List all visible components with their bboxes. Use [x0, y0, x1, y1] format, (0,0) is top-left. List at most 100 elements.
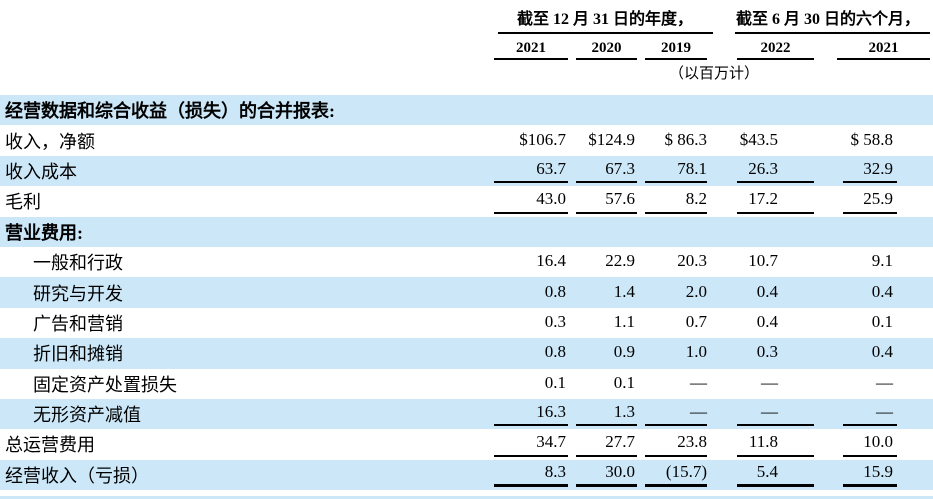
year-column-rule [737, 58, 814, 60]
cell-value: 20.3 [677, 251, 707, 271]
cell-value: (15.7) [645, 461, 707, 488]
cell-value: 8.3 [494, 461, 568, 488]
table-row: 一般和行政 16.4 22.9 20.3 10.7 9.1 [0, 247, 933, 277]
table-row: 研究与开发 0.8 1.4 2.0 0.4 0.4 [0, 277, 933, 308]
financial-table: 经营数据和综合收益（损失）的合并报表: 收入，净额 $106.7 $124.9 $ 86… [0, 95, 933, 491]
cell-value: 0.4 [871, 281, 893, 301]
cell-value: $124.9 [588, 129, 635, 149]
cell-value: 1.4 [613, 281, 635, 301]
cell-value: 16.3 [494, 400, 568, 427]
cell-value: 11.8 [737, 430, 814, 457]
cell-value: 17.2 [737, 187, 814, 214]
cell-value: 1.1 [613, 311, 635, 331]
table-row: 广告和营销 0.3 1.1 0.7 0.4 0.1 [0, 308, 933, 338]
cell-value: 0.4 [756, 281, 778, 301]
year-column-rule [837, 58, 930, 60]
row-label: 无形资产减值 [33, 405, 141, 426]
cell-value: $ 86.3 [664, 129, 708, 149]
next-row-edge [0, 496, 933, 499]
cell-value: — [690, 372, 707, 392]
cell-value: 0.4 [871, 342, 893, 362]
cell-value: — [761, 372, 778, 392]
col-group-interim-label: 截至 6 月 30 日的六个月， [735, 11, 920, 28]
cell-value: 78.1 [645, 157, 707, 184]
cell-value: 0.1 [544, 372, 566, 392]
year-column-rule [494, 58, 568, 60]
cell-value: $ 58.8 [850, 129, 894, 149]
cell-value: $43.5 [739, 129, 778, 149]
table-row: 营业费用: [0, 216, 933, 247]
cell-value: 1.0 [685, 342, 707, 362]
cell-value: 32.9 [843, 157, 897, 184]
row-label: 固定资产处置损失 [33, 374, 177, 395]
year-column-rule [576, 58, 637, 60]
row-label: 折旧和摊销 [33, 344, 123, 365]
table-row: 总运营费用 34.7 27.7 23.8 11.8 10.0 [0, 429, 933, 459]
cell-value: $106.7 [519, 129, 566, 149]
cell-value: — [876, 372, 893, 392]
row-label: 总运营费用 [5, 435, 95, 456]
year-column-rule [645, 58, 707, 60]
cell-value: 0.8 [544, 342, 566, 362]
table-row: 经营数据和综合收益（损失）的合并报表: [0, 95, 933, 126]
cell-value: 5.4 [737, 461, 814, 488]
annual-group-rule [498, 32, 713, 34]
table-row: 收入，净额 $106.7 $124.9 $ 86.3 $43.5 $ 58.8 [0, 125, 933, 155]
cell-value: 1.3 [576, 400, 637, 427]
row-label: 研究与开发 [33, 283, 123, 304]
table-row: 毛利 43.0 57.6 8.2 17.2 25.9 [0, 186, 933, 216]
cell-value: 0.8 [544, 281, 566, 301]
cell-value: 26.3 [737, 157, 814, 184]
cell-value: 23.8 [645, 430, 707, 457]
row-label: 一般和行政 [33, 253, 123, 274]
interim-group-rule [735, 32, 930, 34]
cell-value: 0.3 [544, 311, 566, 331]
cell-value: 0.9 [613, 342, 635, 362]
cell-value: 10.7 [748, 251, 778, 271]
cell-value: 57.6 [576, 187, 637, 214]
cell-value: 9.1 [871, 251, 893, 271]
cell-value: 43.0 [494, 187, 568, 214]
table-row: 折旧和摊销 0.8 0.9 1.0 0.3 0.4 [0, 338, 933, 369]
cell-value: — [737, 400, 814, 427]
cell-value: 25.9 [843, 187, 897, 214]
cell-value: 0.3 [756, 342, 778, 362]
table-row: 收入成本 63.7 67.3 78.1 26.3 32.9 [0, 155, 933, 187]
table-header: 截至 12 月 31 日的年度， 截至 6 月 30 日的六个月， 2021 20… [0, 0, 933, 95]
row-label: 经营收入（亏损） [5, 465, 149, 486]
cell-value: 0.7 [685, 311, 707, 331]
cell-value: 34.7 [494, 430, 568, 457]
cell-value: 27.7 [576, 430, 637, 457]
cell-value: 16.4 [536, 251, 566, 271]
year-column-header: 2019 [661, 40, 691, 56]
cell-value: — [843, 400, 897, 427]
cell-value: 22.9 [605, 251, 635, 271]
cell-value: 67.3 [576, 157, 637, 184]
year-column-header: 2021 [868, 40, 899, 56]
row-label: 收入，净额 [5, 131, 95, 152]
year-column-header: 2021 [516, 40, 546, 56]
row-label: 毛利 [5, 192, 41, 213]
table-row: 经营收入（亏损） 8.3 30.0 (15.7) 5.4 15.9 [0, 459, 933, 491]
cell-value: 0.1 [871, 311, 893, 331]
cell-value: — [645, 400, 707, 427]
cell-value: 0.4 [756, 311, 778, 331]
year-column-header: 2020 [591, 40, 622, 56]
cell-value: 8.2 [645, 187, 707, 214]
row-label: 收入成本 [5, 161, 77, 182]
cell-value: 15.9 [843, 461, 897, 488]
cell-value: 63.7 [494, 157, 568, 184]
cell-value: 0.1 [613, 372, 635, 392]
col-group-annual-label: 截至 12 月 31 日的年度， [516, 11, 693, 28]
year-column-header: 2022 [760, 40, 791, 56]
table-row: 无形资产减值 16.3 1.3 — — — [0, 398, 933, 430]
unit-note: （以百万计） [668, 66, 759, 82]
section-header-label: 经营数据和综合收益（损失）的合并报表: [5, 101, 335, 122]
cell-value: 2.0 [685, 281, 707, 301]
cell-value: 30.0 [576, 461, 637, 488]
row-label: 广告和营销 [33, 313, 123, 334]
section-header-label: 营业费用: [5, 222, 83, 243]
cell-value: 10.0 [843, 430, 897, 457]
table-row: 固定资产处置损失 0.1 0.1 — — — [0, 369, 933, 399]
